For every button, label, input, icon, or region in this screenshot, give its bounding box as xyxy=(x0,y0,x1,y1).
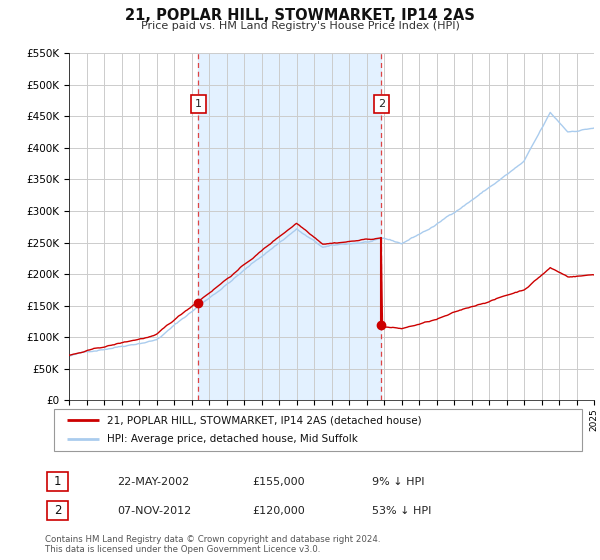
Text: 22-MAY-2002: 22-MAY-2002 xyxy=(117,477,189,487)
FancyBboxPatch shape xyxy=(54,409,582,451)
Text: 53% ↓ HPI: 53% ↓ HPI xyxy=(372,506,431,516)
Text: 1: 1 xyxy=(194,99,202,109)
Text: 07-NOV-2012: 07-NOV-2012 xyxy=(117,506,191,516)
Text: 1: 1 xyxy=(54,475,61,488)
Bar xyxy=(198,53,382,400)
Text: £155,000: £155,000 xyxy=(252,477,305,487)
Text: 21, POPLAR HILL, STOWMARKET, IP14 2AS (detached house): 21, POPLAR HILL, STOWMARKET, IP14 2AS (d… xyxy=(107,415,421,425)
Text: 9% ↓ HPI: 9% ↓ HPI xyxy=(372,477,425,487)
Text: £120,000: £120,000 xyxy=(252,506,305,516)
FancyBboxPatch shape xyxy=(47,501,68,520)
Text: This data is licensed under the Open Government Licence v3.0.: This data is licensed under the Open Gov… xyxy=(45,545,320,554)
Text: 2: 2 xyxy=(378,99,385,109)
Text: 21, POPLAR HILL, STOWMARKET, IP14 2AS: 21, POPLAR HILL, STOWMARKET, IP14 2AS xyxy=(125,8,475,24)
Text: Contains HM Land Registry data © Crown copyright and database right 2024.: Contains HM Land Registry data © Crown c… xyxy=(45,535,380,544)
Text: Price paid vs. HM Land Registry's House Price Index (HPI): Price paid vs. HM Land Registry's House … xyxy=(140,21,460,31)
Text: 2: 2 xyxy=(54,504,61,517)
Text: HPI: Average price, detached house, Mid Suffolk: HPI: Average price, detached house, Mid … xyxy=(107,435,358,445)
FancyBboxPatch shape xyxy=(47,472,68,491)
